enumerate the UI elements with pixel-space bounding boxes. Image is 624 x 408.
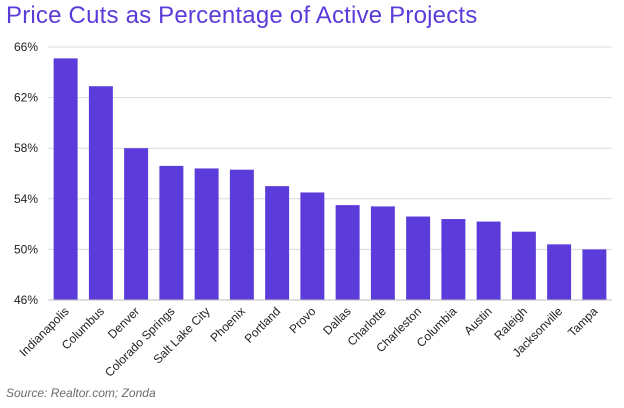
bar-charleston	[406, 216, 431, 300]
bar-portland	[265, 186, 290, 300]
bar-colorado-springs	[159, 165, 184, 300]
x-tick-label: Portland	[242, 304, 284, 346]
bar-salt-lake-city	[194, 168, 219, 300]
y-tick-label: 62%	[14, 91, 38, 105]
bar-denver	[124, 148, 149, 300]
y-tick-label: 58%	[14, 141, 38, 155]
bar-phoenix	[229, 169, 254, 300]
source-note: Source: Realtor.com; Zonda	[6, 386, 156, 400]
bar-jacksonville	[547, 244, 572, 300]
bar-tampa	[582, 249, 607, 300]
bar-austin	[476, 221, 501, 300]
x-tick-label: Indianapolis	[17, 304, 72, 359]
y-tick-label: 66%	[14, 40, 38, 54]
bar-indianapolis	[53, 58, 78, 301]
bar-raleigh	[511, 231, 536, 300]
bar-provo	[300, 192, 325, 300]
x-tick-label: Provo	[286, 304, 318, 336]
bar-dallas	[335, 205, 360, 300]
bars	[53, 58, 607, 301]
x-tick-label: Tampa	[565, 304, 601, 340]
x-tick-label: Phoenix	[207, 304, 248, 345]
y-tick-label: 50%	[14, 242, 38, 256]
x-tick-label: Austin	[461, 304, 494, 337]
bar-columbus	[88, 86, 113, 300]
bar-charlotte	[370, 206, 395, 300]
bar-columbia	[441, 219, 466, 300]
chart-title: Price Cuts as Percentage of Active Proje…	[6, 2, 478, 29]
y-tick-label: 46%	[14, 293, 38, 307]
y-tick-label: 54%	[14, 192, 38, 206]
x-tick-label: Dallas	[320, 304, 353, 337]
y-axis-ticks: 66% 62% 58% 54% 50% 46%	[14, 40, 38, 307]
